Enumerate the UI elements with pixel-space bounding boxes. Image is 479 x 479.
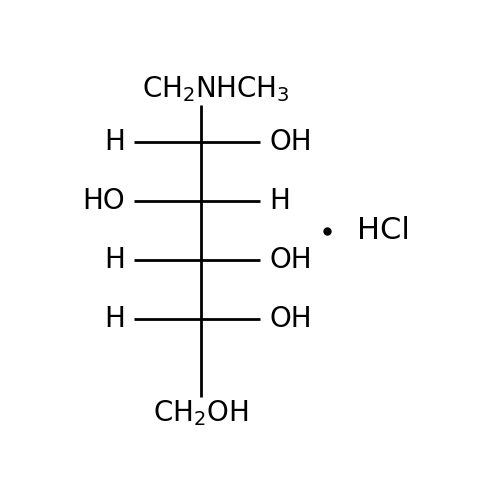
- Text: CH$_2$OH: CH$_2$OH: [153, 398, 249, 428]
- Text: H: H: [104, 128, 125, 156]
- Text: H: H: [104, 305, 125, 333]
- Text: OH: OH: [270, 128, 312, 156]
- Text: H: H: [104, 246, 125, 274]
- Text: CH$_2$NHCH$_3$: CH$_2$NHCH$_3$: [142, 74, 290, 104]
- Text: H: H: [270, 187, 290, 216]
- Text: OH: OH: [270, 246, 312, 274]
- Text: OH: OH: [270, 305, 312, 333]
- Text: HO: HO: [82, 187, 125, 216]
- Text: HCl: HCl: [357, 217, 410, 245]
